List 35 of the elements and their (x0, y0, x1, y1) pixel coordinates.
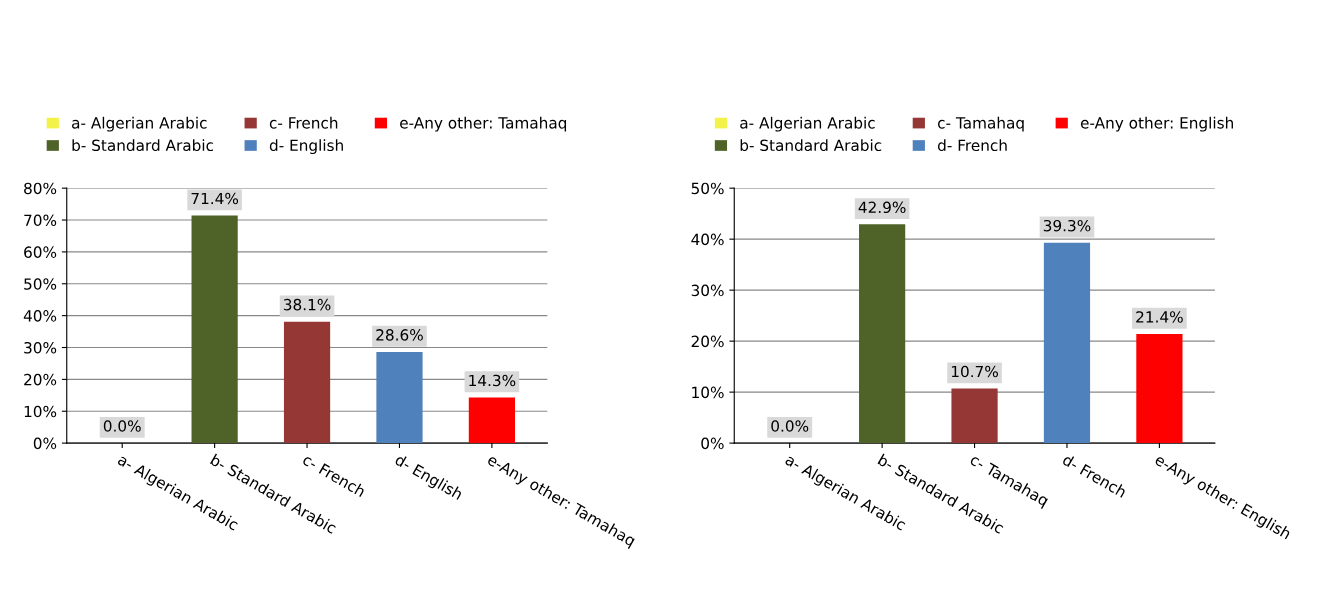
legend-label: c- Tamahaq (937, 116, 1024, 132)
y-tick-label: 20% (691, 335, 724, 348)
y-tick-label: 10% (692, 386, 724, 399)
y-tick-label: 50% (691, 182, 724, 195)
legend-label: e-Any other: English (1080, 116, 1233, 132)
legend-label: d- English (269, 139, 343, 155)
data-label: 38.1% (283, 298, 331, 311)
legend-label: e-Any other: Tamahaq (400, 116, 567, 132)
y-tick-label: 20% (24, 373, 57, 386)
y-tick-label: 30% (691, 284, 724, 297)
y-tick-label: 40% (691, 233, 724, 246)
data-label: 0.0% (103, 420, 141, 432)
y-tick-label: 50% (24, 278, 57, 290)
data-label: 10.7% (951, 365, 998, 378)
y-tick-label: 70% (24, 214, 57, 227)
data-label: 39.3% (1043, 219, 1091, 232)
y-tick-label: 10% (24, 405, 57, 418)
data-label: 71.4% (191, 192, 239, 205)
y-tick-label: 40% (23, 310, 57, 322)
data-label: 42.9% (858, 201, 906, 214)
data-label: 0.0% (771, 420, 809, 432)
y-tick-label: 0% (33, 437, 57, 450)
legend-label: d- French (937, 139, 1007, 152)
y-tick-label: 60% (24, 246, 57, 258)
y-tick-label: 0% (701, 437, 724, 450)
y-tick-label: 80% (24, 182, 57, 195)
legend-label: a- Algerian Arabic (72, 116, 207, 132)
data-label: 14.3% (469, 374, 516, 387)
data-label: 28.6% (376, 329, 423, 341)
legend-label: c- French (269, 116, 338, 129)
y-tick-label: 30% (24, 341, 57, 354)
legend-label: a- Algerian Arabic (740, 116, 875, 132)
data-label: 21.4% (1136, 311, 1183, 323)
legend-label: b- Standard Arabic (72, 139, 214, 152)
legend-label: b- Standard Arabic (740, 139, 882, 152)
